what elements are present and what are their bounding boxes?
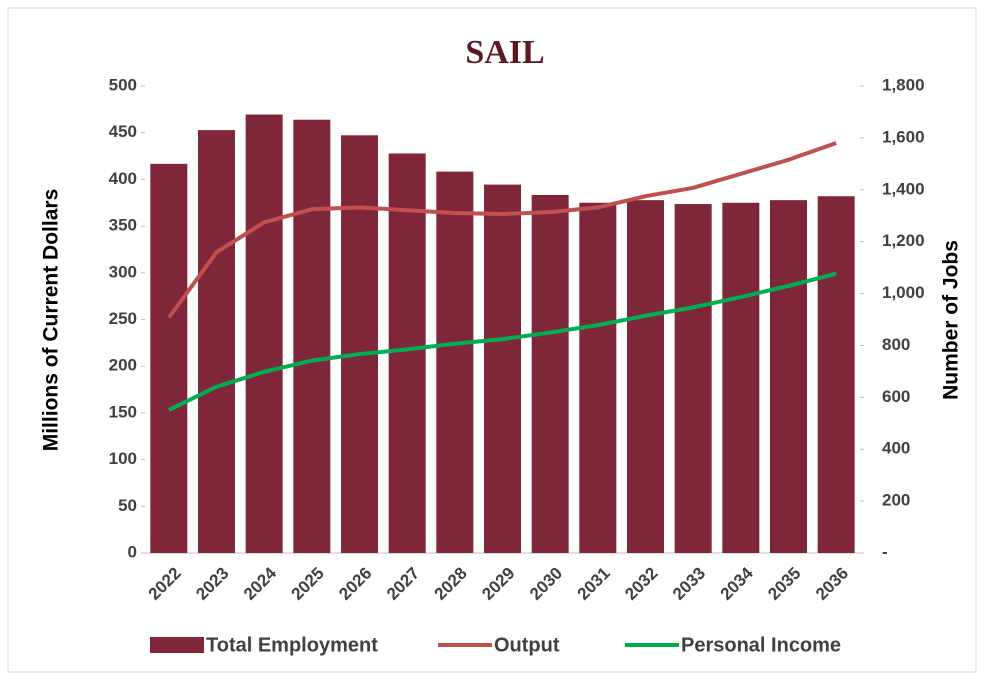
y2-tick-label: 200 xyxy=(882,491,910,510)
bar xyxy=(627,200,664,553)
y-tick-label: 0 xyxy=(128,542,137,561)
y2-tick-label: 800 xyxy=(882,335,910,354)
bar xyxy=(150,163,188,554)
y-tick-label: 300 xyxy=(109,262,137,281)
y2-tick-label: - xyxy=(882,542,888,561)
bar xyxy=(198,130,235,553)
y-tick-label: 500 xyxy=(109,75,137,94)
y-tick-label: 50 xyxy=(118,496,137,515)
bar xyxy=(531,194,569,553)
y-tick-label: 250 xyxy=(109,309,137,328)
y2-tick-label: 400 xyxy=(882,439,910,458)
y-axis-title: Millions of Current Dollars xyxy=(40,189,63,452)
bar xyxy=(674,204,712,553)
y2-tick-label: 1,800 xyxy=(882,75,925,94)
bar xyxy=(579,202,617,553)
bar xyxy=(484,184,521,554)
y2-tick-label: 1,000 xyxy=(882,283,925,302)
bar xyxy=(770,200,807,553)
bar xyxy=(293,119,331,553)
bar xyxy=(817,196,855,553)
legend-label: Personal Income xyxy=(681,634,841,656)
bar xyxy=(245,114,283,554)
bar xyxy=(436,171,474,553)
bar xyxy=(341,135,378,554)
y2-tick-label: 1,600 xyxy=(882,127,925,146)
y-tick-label: 450 xyxy=(109,122,137,141)
y2-axis-title: Number of Jobs xyxy=(940,240,963,400)
bar xyxy=(722,202,760,553)
bar xyxy=(388,153,426,553)
line xyxy=(167,271,837,412)
y2-tick-label: 1,400 xyxy=(882,179,925,198)
y2-tick-label: 1,200 xyxy=(882,231,925,250)
y-tick-label: 400 xyxy=(109,169,137,188)
y-tick-label: 200 xyxy=(109,356,137,375)
y-tick-label: 100 xyxy=(109,449,137,468)
y-tick-label: 350 xyxy=(109,216,137,235)
line xyxy=(167,141,837,319)
chart-title: SAIL xyxy=(465,34,544,71)
legend-label: Total Employment xyxy=(206,634,378,656)
y2-tick-label: 600 xyxy=(882,387,910,406)
legend-label: Output xyxy=(494,634,560,656)
y-tick-label: 150 xyxy=(109,402,137,421)
legend-swatch xyxy=(150,637,204,653)
